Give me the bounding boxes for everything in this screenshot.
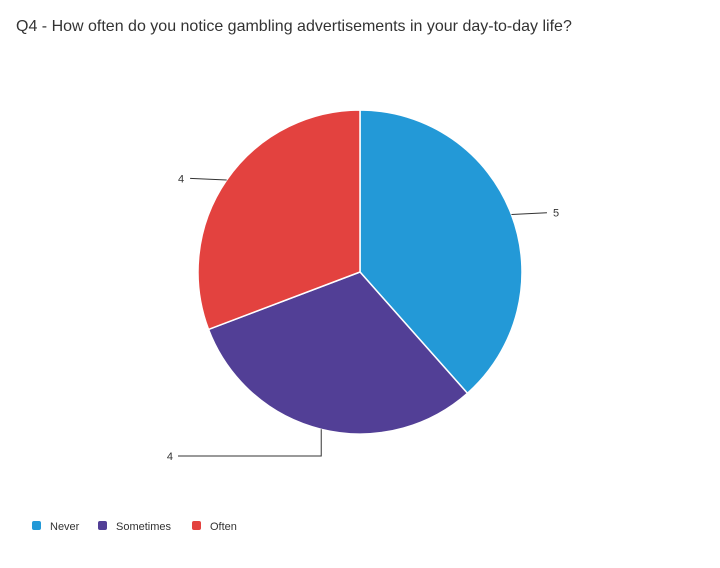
legend-swatch-sometimes bbox=[98, 521, 107, 530]
data-label-sometimes: 4 bbox=[167, 451, 173, 463]
pie-slice-never bbox=[359, 109, 523, 395]
pie-slices bbox=[197, 109, 523, 435]
data-labels: 5 4 4 bbox=[167, 173, 559, 463]
legend-swatch-often bbox=[192, 521, 201, 530]
leader-line-never bbox=[511, 212, 547, 216]
data-label-leaders bbox=[178, 177, 547, 457]
data-label-often: 4 bbox=[178, 173, 184, 185]
leader-line-often bbox=[190, 177, 227, 181]
legend-label-often: Often bbox=[210, 521, 237, 533]
legend: Never Sometimes Often bbox=[32, 521, 237, 533]
legend-label-never: Never bbox=[50, 521, 80, 533]
legend-label-sometimes: Sometimes bbox=[116, 521, 172, 533]
legend-swatch-never bbox=[32, 521, 41, 530]
legend-item-never[interactable]: Never bbox=[32, 521, 80, 533]
legend-item-sometimes[interactable]: Sometimes bbox=[98, 521, 172, 533]
legend-item-often[interactable]: Often bbox=[192, 521, 237, 533]
leader-line-sometimes bbox=[178, 429, 322, 457]
data-label-never: 5 bbox=[553, 208, 559, 220]
chart-title: Q4 - How often do you notice gambling ad… bbox=[16, 18, 572, 35]
